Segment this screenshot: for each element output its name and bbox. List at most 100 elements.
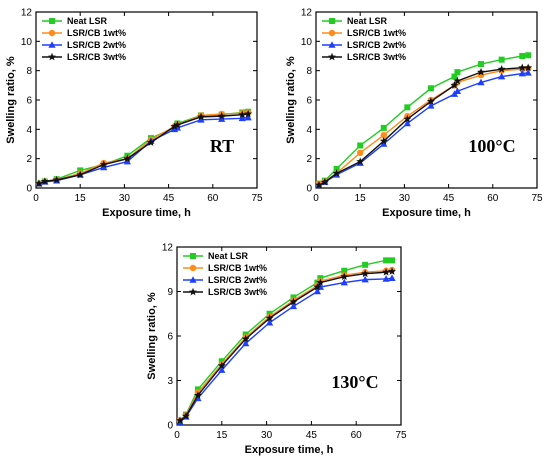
panel-annotation: 130°C — [331, 372, 378, 392]
legend-label: LSR/CB 1wt% — [347, 28, 406, 38]
data-point — [454, 69, 461, 76]
x-tick-label: 75 — [395, 430, 407, 441]
x-tick-label: 0 — [174, 430, 180, 441]
legend-label: LSR/CB 2wt% — [208, 275, 267, 285]
data-point — [218, 115, 226, 122]
legend-marker — [329, 18, 335, 24]
legend-marker — [328, 41, 336, 48]
data-point — [427, 85, 434, 92]
x-tick-label: 45 — [306, 430, 318, 441]
y-tick-label: 6 — [26, 96, 32, 107]
data-point — [244, 113, 252, 121]
data-point — [244, 109, 253, 118]
data-point — [525, 52, 532, 59]
data-point — [76, 170, 85, 179]
x-tick-label: 0 — [33, 193, 39, 204]
data-point — [197, 116, 205, 123]
y-tick-label: 12 — [301, 8, 313, 19]
data-point — [357, 142, 364, 149]
data-point — [383, 257, 390, 264]
data-point — [320, 177, 329, 186]
data-point — [332, 169, 341, 177]
x-tick-label: 45 — [443, 193, 455, 204]
data-point — [289, 297, 298, 306]
data-point — [217, 111, 226, 120]
data-point — [313, 282, 322, 291]
data-point — [52, 175, 61, 184]
data-point — [524, 63, 533, 72]
data-point — [218, 366, 226, 373]
data-point — [238, 110, 247, 119]
x-axis-label: Exposure time, h — [102, 207, 191, 219]
legend-marker — [48, 41, 56, 48]
y-tick-label: 3 — [167, 376, 173, 387]
y-tick-label: 4 — [306, 125, 312, 136]
y-axis-label: Swelling ratio, % — [146, 292, 158, 380]
data-point — [477, 67, 486, 76]
data-point — [356, 157, 365, 165]
data-point — [404, 104, 411, 111]
legend-label: Neat LSR — [208, 251, 249, 261]
data-point — [427, 102, 435, 109]
legend-label: LSR/CB 1wt% — [208, 263, 267, 273]
data-point — [497, 65, 506, 73]
y-tick-label: 8 — [26, 66, 32, 77]
legend-label: LSR/CB 1wt% — [67, 28, 126, 38]
data-point — [524, 69, 532, 76]
legend-marker — [189, 264, 197, 272]
data-point — [265, 318, 274, 326]
data-point — [175, 416, 184, 424]
data-point — [389, 257, 396, 264]
data-point — [403, 114, 412, 123]
x-axis-label: Exposure time, h — [245, 444, 334, 456]
data-point — [380, 132, 387, 139]
data-point — [379, 136, 388, 145]
data-point — [453, 87, 462, 94]
y-tick-label: 0 — [167, 421, 173, 432]
x-tick-label: 60 — [351, 430, 363, 441]
data-point — [382, 275, 390, 282]
y-tick-label: 12 — [21, 8, 33, 19]
x-tick-label: 30 — [261, 430, 273, 441]
y-tick-label: 2 — [26, 154, 32, 165]
data-point — [123, 157, 131, 165]
legend-marker — [48, 52, 56, 61]
data-point — [100, 163, 108, 171]
data-point — [362, 261, 369, 268]
y-tick-label: 4 — [26, 125, 32, 136]
data-point — [519, 53, 526, 59]
x-axis-label: Exposure time, h — [382, 207, 471, 219]
legend-label: LSR/CB 3wt% — [208, 287, 267, 297]
legend: Neat LSR LSR/CB 1wt% LSR/CB 2wt% LSR/CB 3wt… — [183, 251, 267, 297]
data-point — [242, 339, 250, 347]
chart-panel-1: 0 15 30 45 60 75 0 2 4 6 8 10 12 Exposure time, h Swel… — [5, 8, 263, 220]
data-point — [340, 272, 349, 281]
data-point — [217, 361, 226, 370]
x-tick-label: 45 — [163, 193, 175, 204]
legend: Neat LSR LSR/CB 1wt% LSR/CB 2wt% LSR/CB 3wt… — [42, 16, 126, 62]
legend-marker — [189, 287, 197, 296]
x-tick-label: 30 — [399, 193, 411, 204]
data-point — [146, 138, 155, 146]
data-point — [388, 274, 396, 281]
data-point — [380, 124, 387, 131]
x-tick-label: 60 — [207, 193, 219, 204]
panel-annotation: RT — [210, 136, 234, 156]
chart-panel-3: 0 15 30 45 60 75 0 3 6 9 12 Exposure time, h Swellin… — [146, 243, 407, 457]
x-tick-label: 15 — [75, 193, 87, 204]
legend-marker — [328, 52, 336, 61]
y-axis-label: Swelling ratio, % — [5, 56, 17, 144]
legend-label: Neat LSR — [67, 16, 108, 26]
data-point — [403, 119, 411, 127]
series-line — [179, 277, 393, 423]
y-tick-label: 10 — [21, 37, 33, 48]
data-point — [123, 154, 132, 163]
series-4 — [175, 267, 397, 424]
series-1 — [315, 52, 532, 187]
data-point — [361, 275, 369, 283]
series-3 — [315, 69, 532, 188]
legend: Neat LSR LSR/CB 1wt% LSR/CB 2wt% LSR/CB 3wt… — [322, 16, 406, 62]
y-tick-label: 6 — [306, 96, 312, 107]
data-point — [477, 78, 485, 86]
x-tick-label: 75 — [251, 193, 263, 204]
